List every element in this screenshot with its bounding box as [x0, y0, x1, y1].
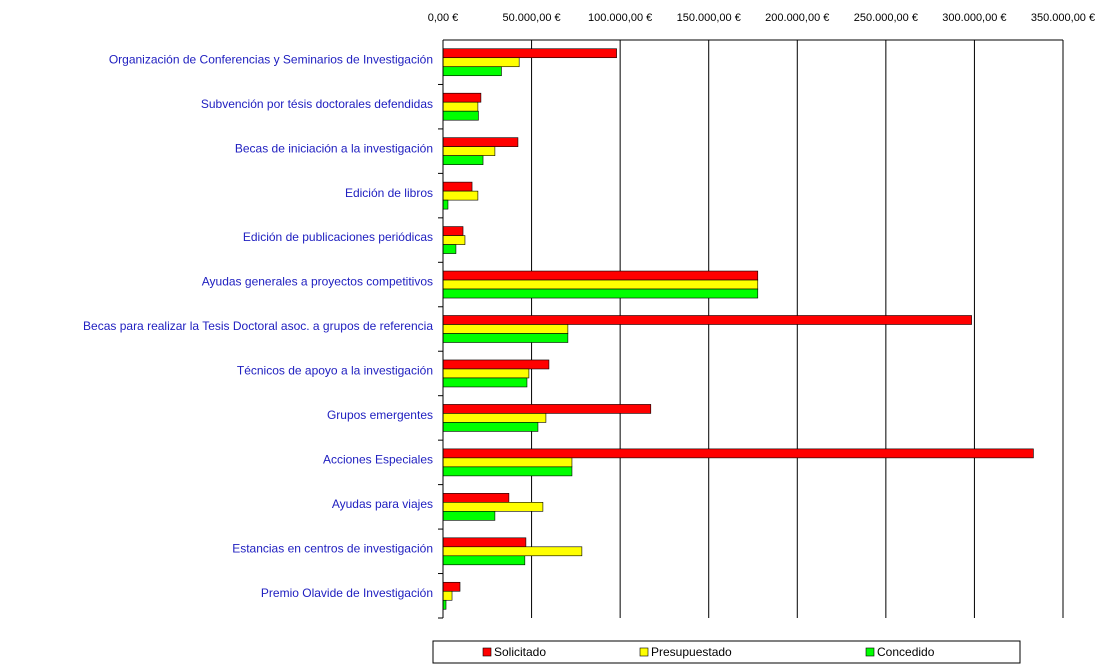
y-tick-label: Grupos emergentes: [327, 408, 433, 422]
y-tick-label: Ayudas para viajes: [332, 497, 433, 511]
bar: [442, 546, 583, 557]
legend-label: Concedido: [877, 645, 935, 659]
bar: [442, 155, 484, 165]
y-tick-label: Edición de libros: [345, 186, 433, 200]
bar: [442, 537, 527, 548]
legend-box: [432, 640, 1021, 664]
legend-label: Presupuestado: [651, 645, 732, 659]
bar: [442, 457, 573, 468]
bar: [442, 315, 972, 325]
bar: [442, 511, 496, 521]
bar: [442, 555, 526, 566]
y-tick-label: Acciones Especiales: [323, 453, 433, 467]
bar: [442, 57, 520, 68]
x-tick-label: 50.000,00 €: [503, 12, 561, 24]
x-tick-label: 300.000,00 €: [942, 12, 1006, 24]
bar: [442, 422, 539, 432]
bar: [442, 493, 510, 503]
bar: [442, 279, 759, 290]
bar: [442, 270, 759, 281]
bar: [442, 448, 1034, 459]
bar: [442, 181, 473, 192]
bar: [442, 288, 759, 299]
bar: [442, 359, 550, 370]
bar: [442, 590, 453, 601]
y-tick-label: Subvención por tésis doctorales defendid…: [201, 97, 433, 111]
x-tick-label: 150.000,00 €: [677, 12, 741, 24]
x-tick-label: 0,00 €: [428, 12, 459, 24]
bar: [442, 66, 502, 77]
y-tick-label: Edición de publicaciones periódicas: [243, 230, 433, 244]
bar: [442, 368, 530, 379]
bar: [442, 235, 466, 245]
bar: [442, 190, 479, 201]
bar: [442, 48, 617, 59]
bar: [442, 404, 652, 414]
y-tick-label: Becas para realizar la Tesis Doctoral as…: [83, 319, 433, 333]
legend-swatch: [865, 647, 875, 657]
legend-swatch: [639, 647, 649, 657]
y-tick-label: Estancias en centros de investigación: [232, 541, 433, 555]
bar: [442, 110, 479, 121]
bar: [442, 199, 449, 210]
bar: [442, 92, 482, 103]
y-tick-label: Becas de iniciación a la investigación: [235, 141, 433, 155]
x-tick-label: 350.000,00 €: [1031, 12, 1095, 24]
x-tick-label: 250.000,00 €: [854, 12, 918, 24]
bar: [442, 101, 479, 112]
bar: [442, 413, 547, 423]
bar: [442, 502, 544, 512]
y-tick-label: Premio Olavide de Investigación: [261, 586, 433, 600]
bar: [442, 333, 569, 343]
bar: [442, 324, 569, 334]
x-tick-label: 100.000,00 €: [588, 12, 652, 24]
bar: [442, 466, 573, 477]
bar: [442, 146, 496, 156]
bar: [442, 581, 461, 592]
legend-label: Solicitado: [494, 645, 546, 659]
bar: [442, 137, 519, 147]
bar: [442, 377, 528, 388]
y-tick-label: Organización de Conferencias y Seminario…: [109, 52, 433, 66]
bar: [442, 244, 457, 254]
bar: [442, 226, 464, 236]
legend-swatch: [482, 647, 492, 657]
y-tick-label: Ayudas generales a proyectos competitivo…: [202, 275, 433, 289]
y-tick-label: Técnicos de apoyo a la investigación: [237, 364, 433, 378]
x-tick-label: 200.000,00 €: [765, 12, 829, 24]
